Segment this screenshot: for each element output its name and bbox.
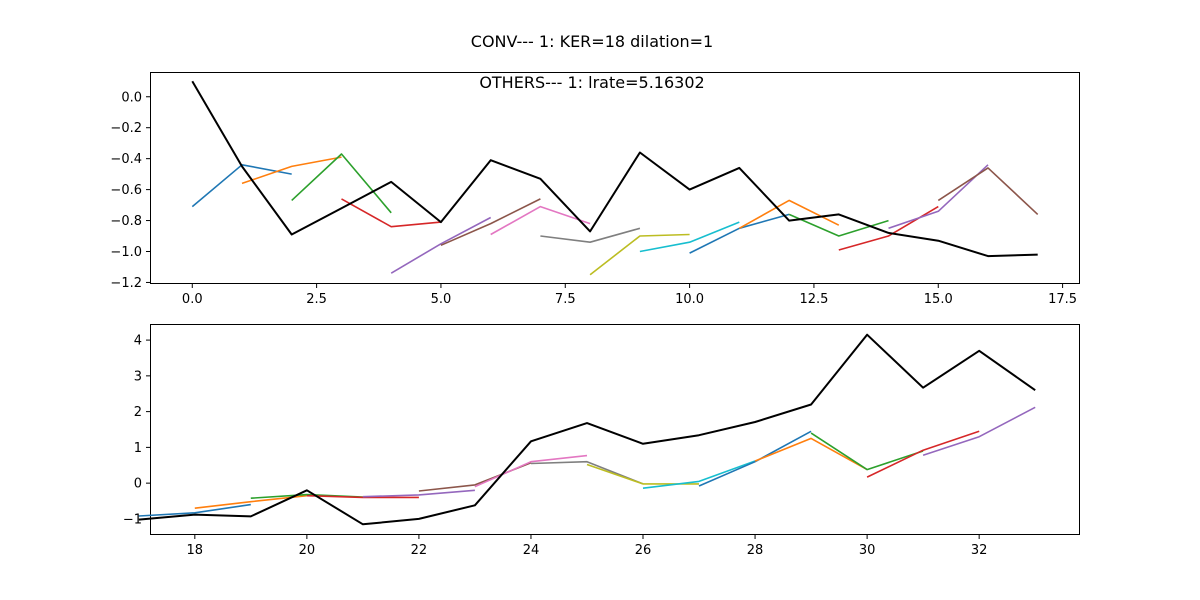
bottom-x-tick-label: 22 [411, 543, 428, 558]
bottom-x-tick-label: 28 [747, 543, 764, 558]
top-x-tick-label: 0.0 [182, 292, 203, 307]
top-series-8 [540, 227, 641, 243]
top-x-tick-label: 10.0 [675, 292, 704, 307]
bottom-y-tick-label: 2 [134, 405, 142, 420]
top-series-4 [341, 198, 441, 228]
top-plot-axes: 0.0 2.5 5.0 7.5 10.0 12.5 15.0 17.5 −1.2 −1.0 −0.8… [110, 90, 1077, 307]
top-subplot: 0.0 2.5 5.0 7.5 10.0 12.5 15.0 17.5 −1.2 −1.0 −0.8… [110, 72, 1080, 307]
top-series-2 [241, 156, 342, 185]
top-x-tick-label: 12.5 [799, 292, 828, 307]
bottom-y-tick-label: 3 [134, 369, 142, 384]
bottom-series-13 [810, 432, 924, 471]
top-x-tick-label: 5.0 [431, 292, 452, 307]
top-series-11 [689, 213, 790, 254]
top-series-6 [440, 198, 541, 247]
top-subplot-title: OTHERS--- 1: lrate=5.16302 [479, 73, 704, 92]
top-series-5 [390, 216, 492, 274]
bottom-series-8 [530, 460, 644, 485]
bottom-series-4 [306, 494, 419, 499]
top-series-7 [490, 205, 591, 236]
top-y-tick-label: −1.2 [110, 276, 142, 291]
figure-title: CONV--- 1: KER=18 dilation=1 [471, 32, 713, 51]
bottom-series-1 [138, 503, 251, 517]
top-series-16 [937, 167, 1039, 215]
top-y-tick-label: −1.0 [110, 245, 142, 260]
bottom-plot-lines [138, 333, 1036, 526]
bottom-x-tick-label: 20 [299, 543, 316, 558]
top-y-tick-label: −0.8 [110, 214, 142, 229]
bottom-series-5 [362, 489, 475, 498]
top-y-tick-label: −0.2 [110, 121, 142, 136]
bottom-series-10 [642, 460, 756, 489]
top-plot-frame [150, 72, 1080, 284]
top-y-tick-label: 0.0 [121, 90, 142, 105]
bottom-y-tick-label: 0 [134, 477, 142, 492]
bottom-plot-axes: 18 20 22 24 26 28 30 32 −1 0 1 2 3 4 [123, 334, 988, 558]
bottom-main-series [138, 333, 1036, 526]
bottom-x-tick-label: 32 [971, 543, 988, 558]
bottom-series-15 [922, 406, 1036, 456]
bottom-series-2 [194, 494, 307, 509]
top-series-15 [888, 164, 989, 230]
top-x-tick-label: 7.5 [555, 292, 576, 307]
top-y-tick-label: −0.4 [110, 152, 142, 167]
bottom-plot-frame [150, 324, 1080, 535]
bottom-series-7 [474, 454, 588, 488]
bottom-series-11 [698, 430, 812, 487]
bottom-x-tick-label: 26 [635, 543, 652, 558]
top-x-tick-label: 17.5 [1048, 292, 1077, 307]
top-y-tick-label: −0.6 [110, 183, 142, 198]
bottom-x-tick-label: 30 [859, 543, 876, 558]
bottom-series-14 [866, 430, 980, 478]
bottom-y-tick-label: 1 [134, 441, 142, 456]
top-main-series [191, 80, 1038, 258]
bottom-series-12 [754, 437, 868, 471]
bottom-series-9 [586, 463, 699, 485]
bottom-x-tick-label: 18 [187, 543, 204, 558]
top-x-tick-label: 15.0 [924, 292, 953, 307]
bottom-subplot: 18 20 22 24 26 28 30 32 −1 0 1 2 3 4 [123, 324, 1080, 558]
bottom-y-tick-label: −1 [123, 512, 142, 527]
bottom-x-tick-label: 24 [523, 543, 540, 558]
top-series-10 [639, 221, 740, 253]
top-series-9 [589, 233, 690, 276]
bottom-y-tick-label: 4 [134, 334, 142, 349]
top-plot-lines [191, 80, 1039, 276]
top-x-tick-label: 2.5 [306, 292, 327, 307]
top-series-3 [291, 153, 392, 214]
